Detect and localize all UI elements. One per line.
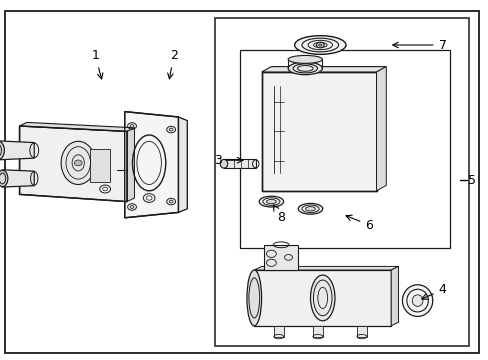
Text: 8: 8 — [273, 205, 285, 224]
Ellipse shape — [313, 42, 326, 48]
Ellipse shape — [402, 285, 432, 316]
Bar — [312, 326, 322, 337]
Circle shape — [316, 42, 324, 48]
Polygon shape — [261, 67, 386, 72]
Polygon shape — [254, 266, 398, 270]
Text: 2: 2 — [167, 49, 177, 79]
Ellipse shape — [294, 36, 346, 54]
Ellipse shape — [259, 196, 283, 207]
Ellipse shape — [61, 141, 95, 185]
Bar — [254, 270, 390, 326]
Circle shape — [169, 200, 173, 203]
Circle shape — [130, 206, 134, 208]
Bar — [264, 245, 298, 270]
Ellipse shape — [411, 295, 422, 306]
Polygon shape — [376, 67, 386, 191]
Bar — [261, 72, 376, 191]
Bar — [90, 149, 110, 182]
Polygon shape — [124, 112, 178, 218]
Polygon shape — [0, 141, 34, 160]
Ellipse shape — [287, 62, 322, 75]
Ellipse shape — [310, 275, 334, 321]
Bar — [261, 72, 376, 191]
Text: 1: 1 — [91, 49, 102, 79]
Text: 4: 4 — [421, 283, 446, 299]
Polygon shape — [20, 122, 134, 131]
Ellipse shape — [305, 207, 315, 211]
Ellipse shape — [266, 199, 276, 204]
Ellipse shape — [0, 141, 4, 160]
Bar — [273, 326, 283, 337]
Circle shape — [169, 128, 173, 131]
Polygon shape — [20, 126, 127, 202]
Ellipse shape — [246, 270, 261, 326]
Text: 5: 5 — [467, 174, 475, 186]
Text: 7: 7 — [392, 39, 446, 51]
Circle shape — [318, 44, 321, 46]
Bar — [239, 50, 449, 248]
Polygon shape — [2, 170, 34, 187]
Ellipse shape — [220, 159, 227, 168]
Circle shape — [74, 160, 82, 166]
Polygon shape — [390, 266, 398, 326]
Bar — [215, 18, 468, 346]
Circle shape — [130, 125, 134, 127]
Text: 6: 6 — [346, 215, 372, 231]
Text: 3: 3 — [213, 154, 243, 167]
Ellipse shape — [0, 170, 8, 186]
Polygon shape — [127, 128, 134, 202]
Ellipse shape — [287, 55, 322, 63]
Polygon shape — [178, 117, 187, 212]
Bar — [356, 326, 366, 337]
Polygon shape — [224, 159, 255, 168]
Ellipse shape — [298, 203, 322, 214]
